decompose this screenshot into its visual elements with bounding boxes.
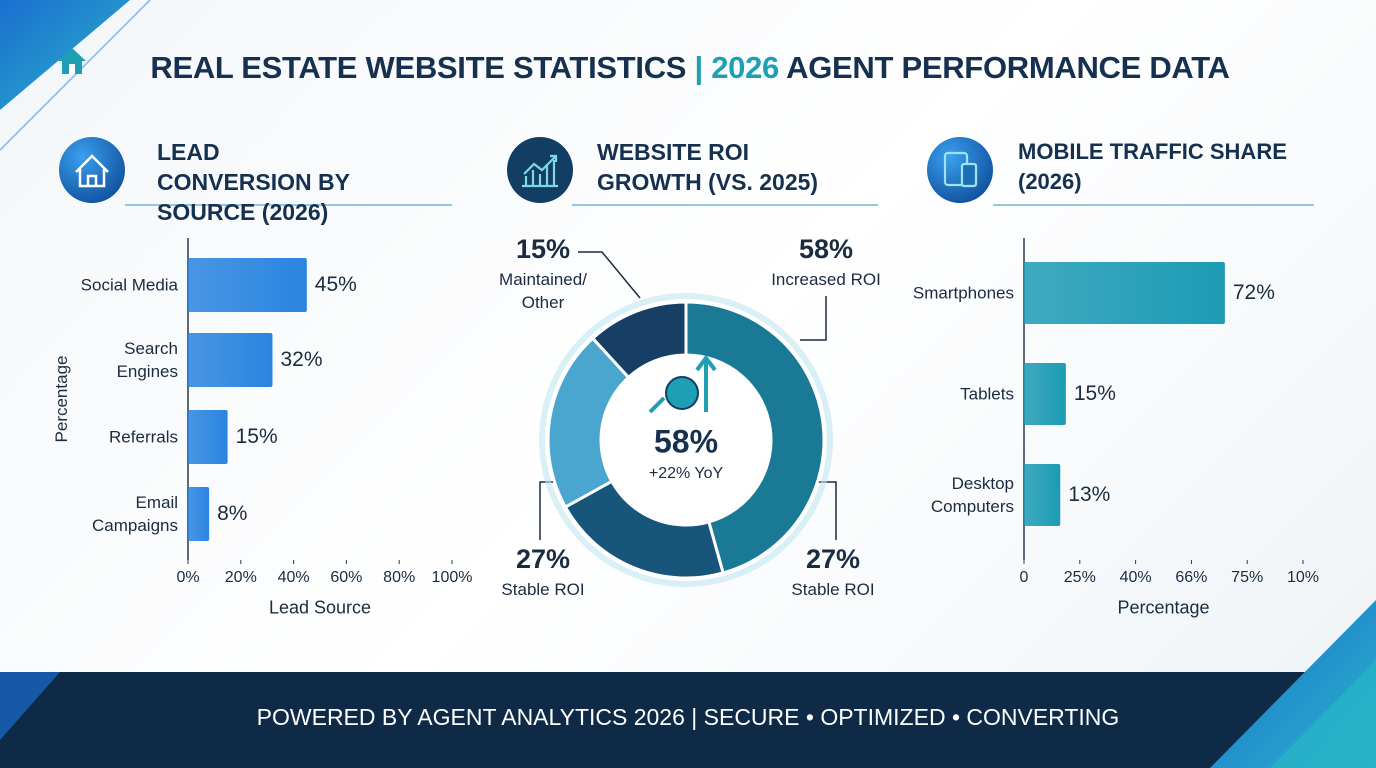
x-tick-label: 20%	[224, 569, 257, 586]
slice-value: 27%	[805, 544, 861, 574]
value-label: 72%	[1232, 281, 1275, 304]
section-title: LEAD CONVERSION BY SOURCE (2026)	[157, 139, 350, 225]
home-icon	[58, 48, 86, 74]
corner-decor	[0, 672, 60, 740]
slice-label: Stable ROI	[501, 580, 585, 599]
x-axis-title: Lead Source	[268, 597, 372, 618]
bar	[1024, 363, 1066, 425]
x-tick-label: 100%	[431, 569, 473, 586]
center-arrow	[648, 354, 717, 414]
title-main: REAL ESTATE WEBSITE STATISTICS	[150, 50, 687, 85]
section-title: WEBSITE ROI GROWTH (VS. 2025)	[597, 139, 819, 195]
value-label: 32%	[280, 348, 323, 371]
y-axis-title: Percentage	[52, 355, 71, 443]
bar	[188, 487, 210, 541]
category-label: Social Media	[80, 275, 178, 295]
bar	[188, 333, 273, 387]
center-value: 58%	[653, 423, 719, 460]
title-year: 2026	[711, 50, 779, 85]
x-tick-label: 40%	[277, 569, 310, 586]
x-tick-label: 66%	[1175, 569, 1208, 586]
x-tick-label: 0	[1019, 569, 1029, 586]
category-label: Email Campaigns	[92, 493, 178, 535]
x-axis-title: Percentage	[1117, 597, 1210, 618]
x-tick-label: 75%	[1231, 569, 1264, 586]
category-label: Desktop Computers	[930, 474, 1014, 516]
section-title: MOBILE TRAFFIC SHARE (2026)	[1018, 139, 1287, 194]
category-label: Tablets	[960, 384, 1014, 404]
section-icons	[59, 137, 993, 203]
value-label: 13%	[1068, 483, 1111, 506]
x-tick-label: 25%	[1063, 569, 1096, 586]
x-tick-label: 80%	[383, 569, 416, 586]
title-rest: AGENT PERFORMANCE DATA	[786, 50, 1230, 85]
corner-line	[0, 0, 151, 151]
value-label: 15%	[1073, 382, 1116, 405]
footer-text: POWERED BY AGENT ANALYTICS 2026 | SECURE…	[256, 704, 1120, 730]
slice-value: 58%	[798, 234, 854, 264]
value-label: 15%	[235, 425, 278, 448]
category-label: Referrals	[109, 427, 178, 447]
donut-center	[604, 358, 768, 522]
footer-band	[0, 672, 1376, 768]
slice-value: 27%	[515, 544, 571, 574]
bar	[1024, 464, 1061, 526]
value-label: 8%	[217, 502, 248, 525]
value-label: 45%	[314, 273, 357, 296]
bar	[1024, 262, 1225, 324]
corner-decor	[1270, 660, 1376, 768]
title-separator: |	[694, 50, 704, 85]
bar	[188, 410, 228, 464]
slice-label: Increased ROI	[771, 270, 881, 289]
donut-slice	[684, 300, 826, 575]
page-title: REAL ESTATE WEBSITE STATISTICS | 2026 AG…	[120, 50, 1260, 86]
center-icon	[665, 376, 699, 410]
category-label: Smartphones	[912, 283, 1014, 303]
donut-glow	[539, 293, 833, 587]
x-tick-label: 60%	[330, 569, 363, 586]
category-label: Search Engines	[116, 339, 178, 381]
x-tick-label: 40%	[1119, 569, 1152, 586]
center-note: +22% YoY	[648, 465, 724, 482]
x-tick-label: 10%	[1286, 569, 1320, 586]
x-tick-label: 0%	[176, 569, 200, 586]
slice-label: Stable ROI	[791, 580, 875, 599]
slice-label: Maintained/ Other	[499, 270, 587, 312]
donut-slice	[590, 300, 688, 380]
bar	[188, 258, 307, 312]
slice-value: 15%	[515, 234, 571, 264]
